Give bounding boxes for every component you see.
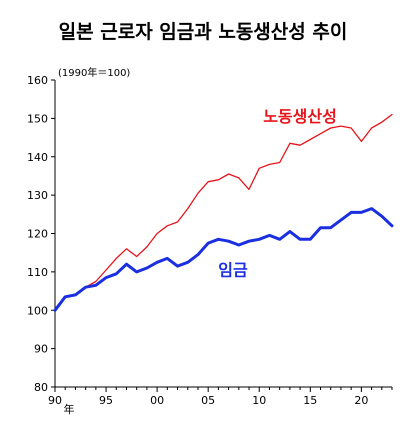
y-tick-label: 110 <box>27 266 48 279</box>
x-tick-label: 05 <box>201 394 215 407</box>
series-label-2: 임금 <box>218 261 248 280</box>
y-tick-label: 120 <box>27 228 48 241</box>
y-tick-label: 160 <box>27 74 48 87</box>
x-unit-label: 年 <box>64 402 75 416</box>
x-tick-label: 00 <box>150 394 164 407</box>
x-tick-label: 15 <box>303 394 317 407</box>
y-tick-label: 80 <box>34 381 48 394</box>
x-tick-label: 90 <box>48 394 62 407</box>
x-tick-label: 10 <box>252 394 266 407</box>
unit-note: (1990年＝100) <box>58 66 130 79</box>
series-line-1 <box>54 113 393 311</box>
y-tick-label: 100 <box>27 304 48 317</box>
x-tick-label: 95 <box>99 394 113 407</box>
series-line-2 <box>53 207 394 312</box>
y-tick-label: 150 <box>27 112 48 125</box>
chart-title: 일본 근로자 임금과 노동생산성 추이 <box>59 21 348 43</box>
series-label-1: 노동생산성 <box>263 107 337 126</box>
y-tick-label: 140 <box>27 151 48 164</box>
x-tick-label: 20 <box>354 394 368 407</box>
y-tick-label: 90 <box>34 343 48 356</box>
y-tick-label: 130 <box>27 189 48 202</box>
